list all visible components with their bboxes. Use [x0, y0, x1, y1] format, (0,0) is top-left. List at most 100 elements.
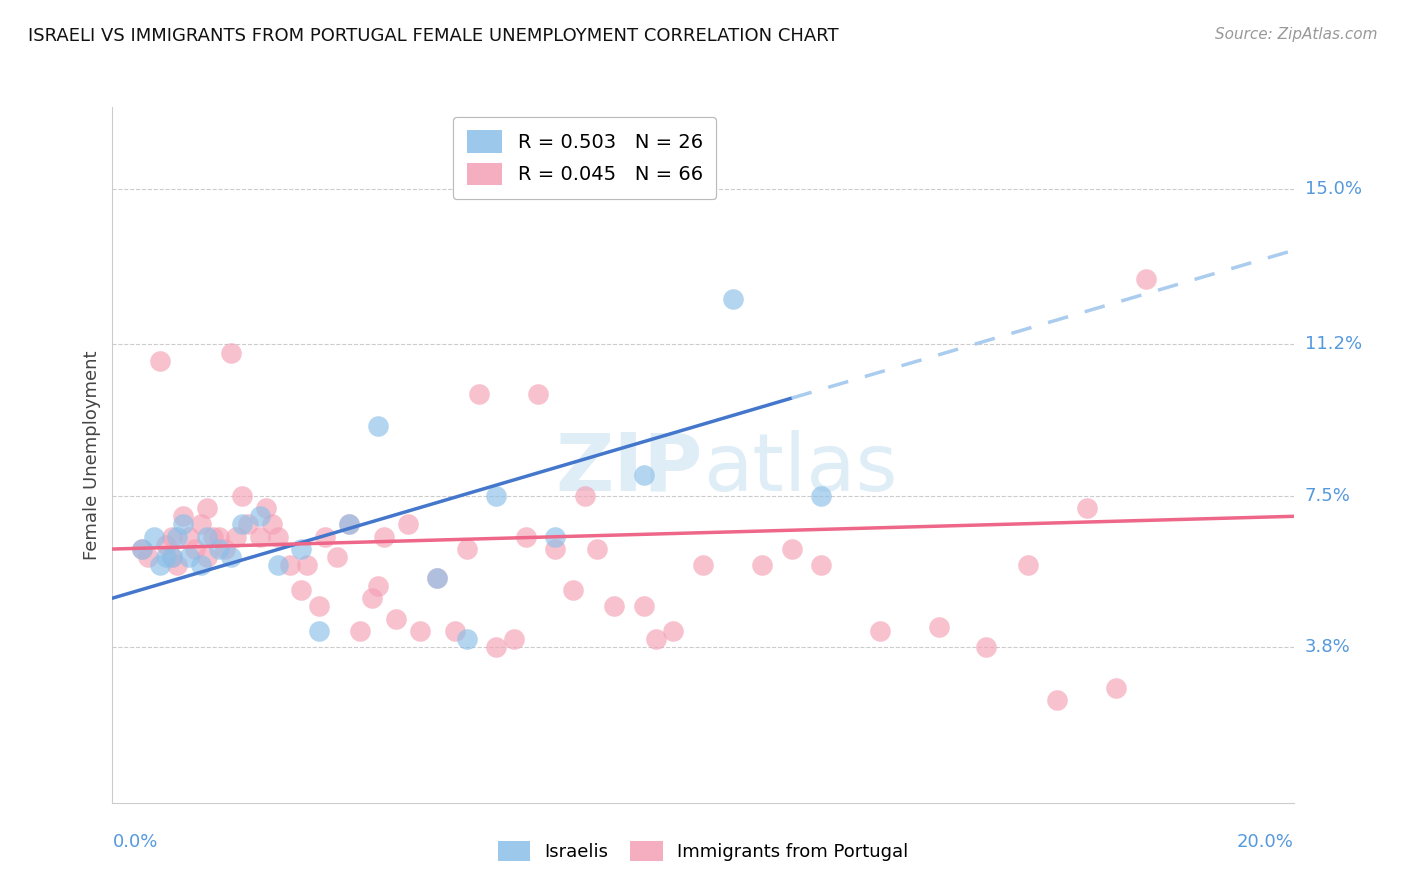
Point	[155, 550, 177, 565]
Point	[644, 632, 666, 646]
Point	[585, 542, 607, 557]
Point	[149, 558, 172, 573]
Text: 15.0%: 15.0%	[1305, 180, 1361, 198]
Point	[160, 550, 183, 565]
Point	[208, 542, 231, 557]
Point	[195, 530, 218, 544]
Point	[810, 558, 832, 573]
Point	[160, 530, 183, 544]
Point	[208, 530, 231, 544]
Point	[214, 542, 236, 557]
Point	[456, 632, 478, 646]
Point	[172, 509, 194, 524]
Point	[201, 530, 224, 544]
Point	[238, 517, 260, 532]
Point	[267, 558, 290, 573]
Point	[179, 550, 201, 565]
Point	[361, 591, 384, 606]
Point	[136, 550, 159, 565]
Point	[131, 542, 153, 557]
Point	[179, 530, 201, 544]
Point	[574, 489, 596, 503]
Point	[426, 571, 449, 585]
Point	[928, 620, 950, 634]
Point	[308, 599, 330, 614]
Text: 0.0%: 0.0%	[112, 833, 157, 851]
Point	[692, 558, 714, 573]
Point	[349, 624, 371, 638]
Point	[267, 530, 290, 544]
Point	[225, 530, 247, 544]
Point	[195, 501, 218, 516]
Point	[426, 571, 449, 585]
Point	[290, 582, 312, 597]
Point	[1135, 272, 1157, 286]
Point	[160, 550, 183, 565]
Point	[544, 530, 567, 544]
Legend: R = 0.503   N = 26, R = 0.045   N = 66: R = 0.503 N = 26, R = 0.045 N = 66	[454, 117, 716, 199]
Text: 7.5%: 7.5%	[1305, 487, 1351, 505]
Point	[190, 517, 212, 532]
Text: 20.0%: 20.0%	[1237, 833, 1294, 851]
Point	[231, 517, 253, 532]
Point	[780, 542, 803, 557]
Point	[254, 501, 277, 516]
Point	[166, 558, 188, 573]
Point	[385, 612, 408, 626]
Point	[278, 558, 301, 573]
Y-axis label: Female Unemployment: Female Unemployment	[83, 351, 101, 559]
Point	[485, 489, 508, 503]
Point	[337, 517, 360, 532]
Point	[314, 530, 336, 544]
Point	[249, 530, 271, 544]
Point	[155, 538, 177, 552]
Point	[219, 550, 242, 565]
Point	[467, 386, 489, 401]
Point	[373, 530, 395, 544]
Point	[603, 599, 626, 614]
Point	[456, 542, 478, 557]
Point	[337, 517, 360, 532]
Point	[526, 386, 548, 401]
Point	[1017, 558, 1039, 573]
Point	[515, 530, 537, 544]
Point	[231, 489, 253, 503]
Text: 3.8%: 3.8%	[1305, 639, 1350, 657]
Point	[297, 558, 319, 573]
Point	[367, 579, 389, 593]
Point	[326, 550, 349, 565]
Point	[249, 509, 271, 524]
Point	[367, 419, 389, 434]
Point	[1046, 693, 1069, 707]
Point	[195, 550, 218, 565]
Point	[869, 624, 891, 638]
Point	[485, 640, 508, 655]
Point	[184, 542, 207, 557]
Point	[721, 293, 744, 307]
Point	[219, 345, 242, 359]
Point	[562, 582, 585, 597]
Point	[751, 558, 773, 573]
Point	[308, 624, 330, 638]
Point	[260, 517, 283, 532]
Point	[976, 640, 998, 655]
Point	[633, 599, 655, 614]
Point	[1105, 681, 1128, 696]
Point	[810, 489, 832, 503]
Text: 11.2%: 11.2%	[1305, 335, 1362, 353]
Point	[408, 624, 430, 638]
Point	[149, 353, 172, 368]
Point	[544, 542, 567, 557]
Text: Source: ZipAtlas.com: Source: ZipAtlas.com	[1215, 27, 1378, 42]
Point	[172, 517, 194, 532]
Text: atlas: atlas	[703, 430, 897, 508]
Point	[444, 624, 467, 638]
Point	[503, 632, 526, 646]
Point	[166, 530, 188, 544]
Point	[662, 624, 685, 638]
Point	[290, 542, 312, 557]
Point	[190, 558, 212, 573]
Point	[633, 468, 655, 483]
Point	[131, 542, 153, 557]
Point	[1076, 501, 1098, 516]
